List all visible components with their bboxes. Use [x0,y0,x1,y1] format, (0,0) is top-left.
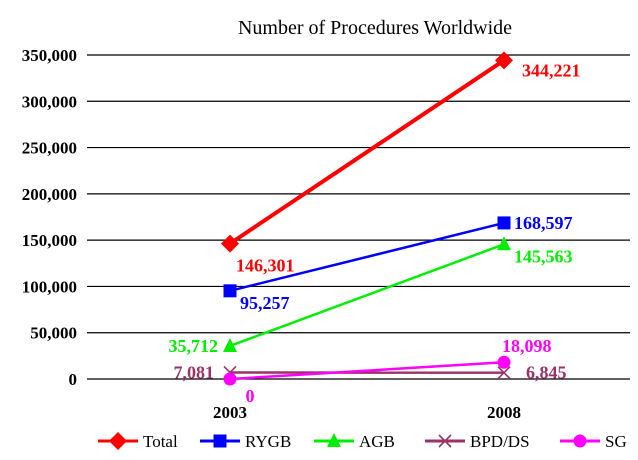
data-label-rygb: 168,597 [514,213,573,233]
data-label-rygb: 95,257 [240,293,290,313]
data-label-bpd-ds: 7,081 [174,362,215,382]
legend-label: AGB [359,432,395,451]
legend-label: Total [143,432,178,451]
x-tick-label: 2003 [213,403,247,422]
series-line-total [230,60,504,243]
y-tick-label: 350,000 [22,46,77,65]
point-sg [224,373,237,386]
legend-item-total: Total [98,432,178,451]
legend-marker [214,435,227,448]
point-sg [498,356,511,369]
data-label-agb: 145,563 [514,246,573,266]
y-tick-label: 100,000 [22,277,77,296]
legend-label: BPD/DS [470,432,530,451]
legend-item-agb: AGB [314,432,395,451]
point-agb [497,236,511,250]
legend-item-rygb: RYGB [200,432,291,451]
data-labels: 146,301 344,221 95,257 168,597 35,712 145,563… [169,60,581,406]
y-tick-label: 250,000 [22,139,77,158]
data-label-bpd-ds: 6,845 [526,363,567,383]
data-label-total: 344,221 [522,60,581,80]
data-label-sg: 18,098 [502,336,552,356]
legend-label: RYGB [245,432,291,451]
data-label-sg: 0 [246,386,255,406]
x-axis-ticks: 2003 2008 [213,403,521,422]
chart-title: Number of Procedures Worldwide [238,17,512,39]
point-rygb [224,284,237,297]
legend-item-sg: SG [560,432,627,451]
y-tick-label: 50,000 [30,324,77,343]
legend-label: SG [605,432,627,451]
series-line-sg [230,362,504,379]
point-rygb [498,216,511,229]
legend: Total RYGB AGB BPD/DS SG [98,432,627,451]
y-tick-label: 300,000 [22,92,77,111]
y-tick-label: 150,000 [22,231,77,250]
y-axis-ticks: 0 50,000 100,000 150,000 200,000 250,000 300,0… [22,46,77,389]
y-tick-label: 0 [69,370,78,389]
legend-item-bpd-ds: BPD/DS [425,432,530,451]
data-label-total: 146,301 [236,256,295,276]
series-lines [230,60,504,379]
legend-marker [574,435,587,448]
legend-marker [109,432,127,450]
y-tick-label: 200,000 [22,185,77,204]
data-label-agb: 35,712 [169,336,219,356]
x-tick-label: 2008 [487,403,521,422]
